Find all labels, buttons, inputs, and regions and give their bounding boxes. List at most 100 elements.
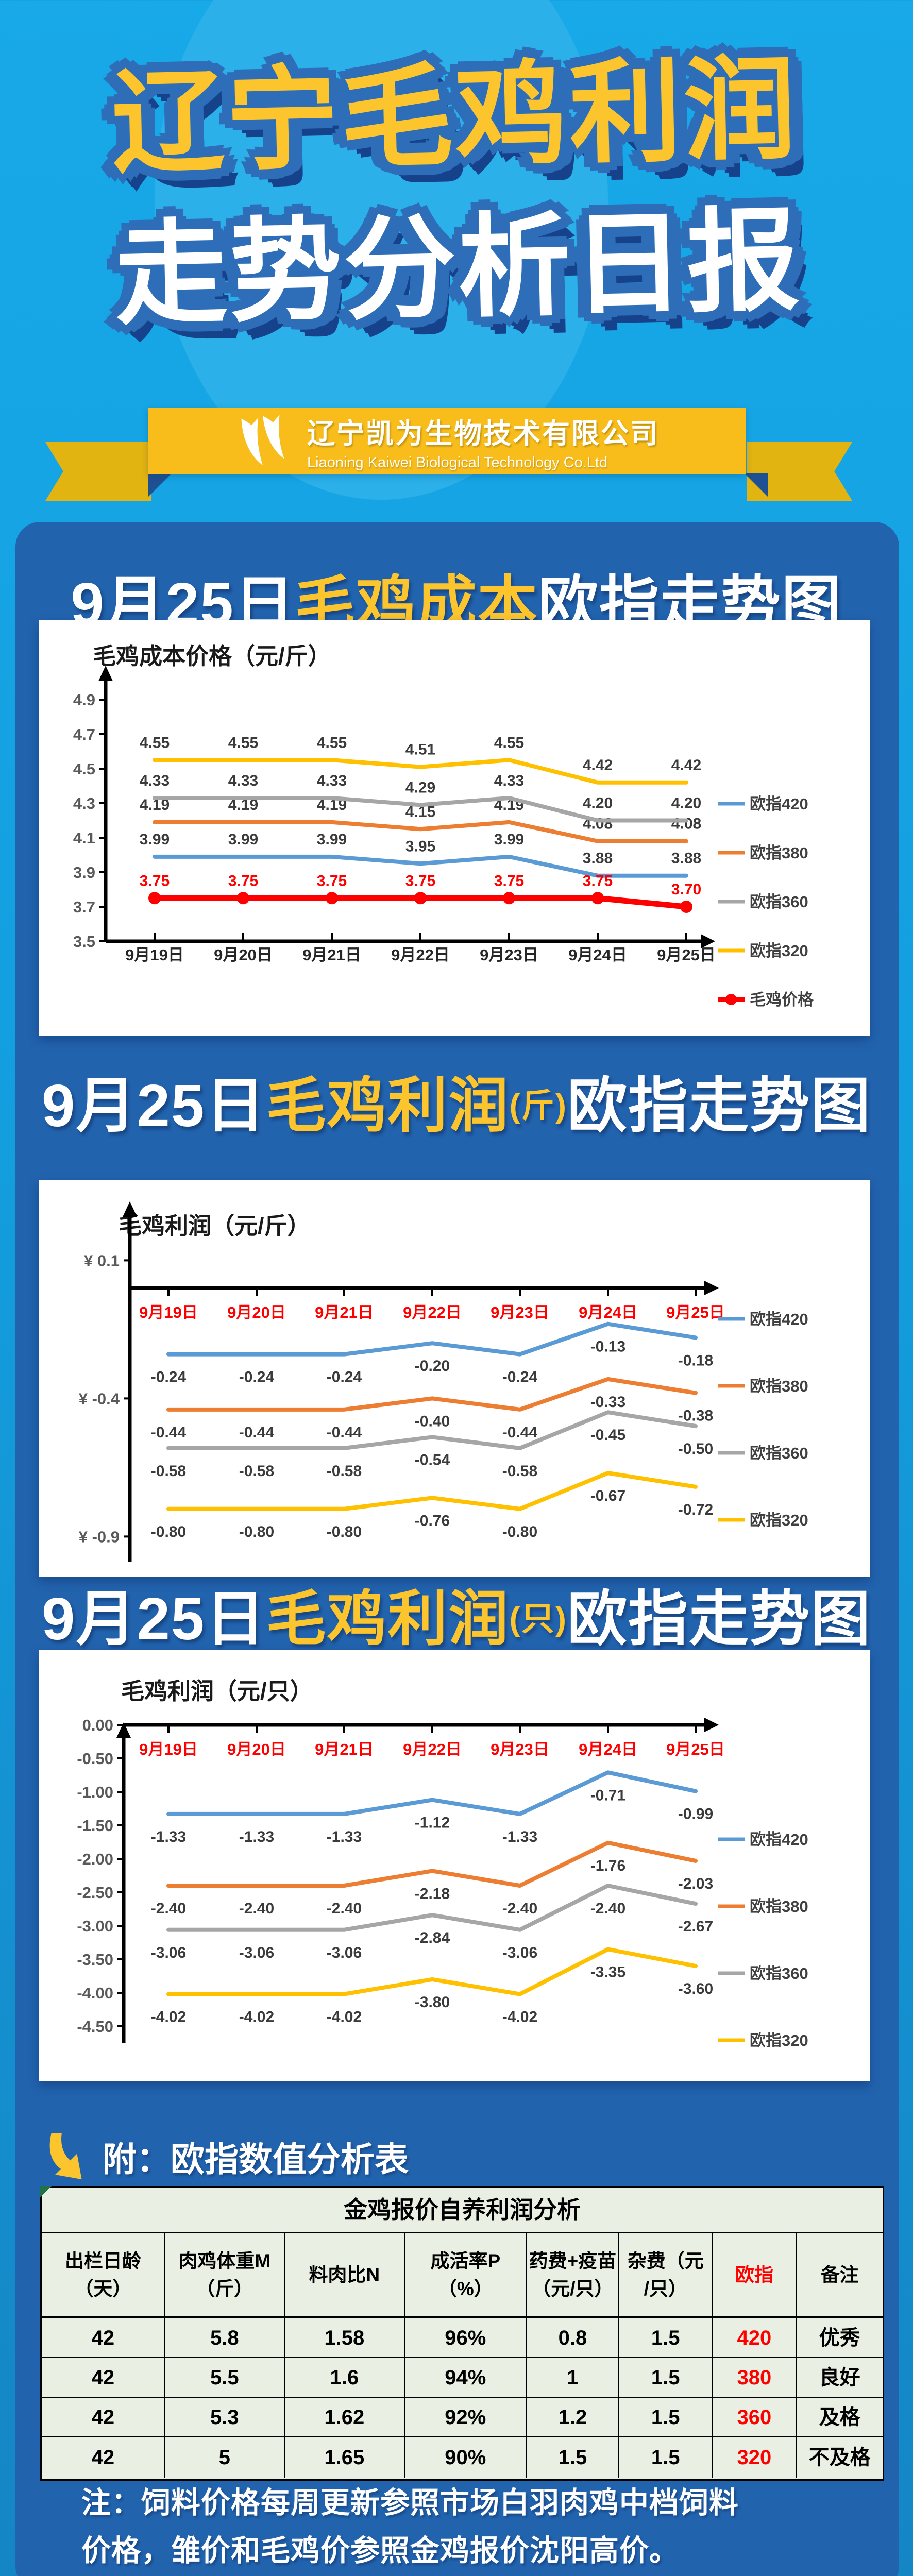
svg-text:4.55: 4.55 [228,734,258,751]
svg-text:毛鸡利润（元/只）: 毛鸡利润（元/只） [121,1678,313,1704]
footnote-line1: 注：饲料价格每周更新参照市场白羽肉鸡中档饲料 [81,2486,739,2519]
table-cell-remark: 不及格 [808,2446,871,2469]
svg-text:-4.00: -4.00 [77,1984,113,2002]
svg-text:-1.33: -1.33 [151,1828,186,1845]
svg-text:-0.38: -0.38 [678,1408,713,1425]
svg-text:3.88: 3.88 [583,850,613,867]
svg-text:4.7: 4.7 [73,725,95,743]
svg-text:-3.06: -3.06 [151,1944,186,1961]
svg-text:-0.76: -0.76 [415,1512,450,1529]
col-header-fcr: 料肉比N [284,2233,405,2318]
svg-text:-2.18: -2.18 [415,1885,450,1902]
table-cell: 1.5 [619,2358,713,2398]
table-cell: 5.8 [165,2318,285,2358]
profit-analysis-table: 金鸡报价自养利润分析 出栏日龄 （天） 肉鸡体重M （斤） 料肉比N 成活率P … [40,2186,884,2481]
svg-text:9月22日: 9月22日 [403,1740,462,1758]
svg-text:欧指320: 欧指320 [750,942,808,960]
svg-text:9月25日: 9月25日 [657,946,716,964]
svg-text:-0.24: -0.24 [151,1369,187,1386]
svg-text:3.99: 3.99 [228,831,258,848]
svg-text:-1.33: -1.33 [327,1828,362,1845]
svg-text:-0.58: -0.58 [151,1463,186,1480]
svg-text:9月21日: 9月21日 [315,1303,374,1321]
section-title-profit-jin: 9月25日毛鸡利润(斤)欧指走势图 [21,1057,892,1144]
table-cell: 90% [405,2437,527,2478]
svg-text:-2.40: -2.40 [151,1900,186,1917]
section2-suffix: 欧指走势图 [567,1072,872,1139]
svg-text:-0.58: -0.58 [327,1463,362,1480]
svg-text:-0.80: -0.80 [239,1523,274,1540]
svg-text:-0.24: -0.24 [239,1369,275,1386]
svg-text:-0.80: -0.80 [327,1523,362,1540]
svg-text:欧指420: 欧指420 [750,1310,808,1328]
svg-text:3.99: 3.99 [140,831,170,848]
svg-text:-0.18: -0.18 [678,1352,713,1369]
section3-unit: (只) [509,1600,568,1637]
svg-text:9月21日: 9月21日 [302,946,361,964]
section2-highlight: 毛鸡利润 [266,1072,510,1139]
svg-text:-3.06: -3.06 [327,1944,362,1961]
svg-text:-0.54: -0.54 [415,1451,450,1468]
svg-text:-0.44: -0.44 [502,1424,538,1441]
svg-text:-0.20: -0.20 [415,1358,450,1375]
svg-text:欧指420: 欧指420 [750,795,808,813]
svg-text:-0.58: -0.58 [239,1463,274,1480]
ribbon-band: 辽宁凯为生物技术有限公司 Liaoning Kaiwei Biological … [148,408,746,474]
table-cell-euro-index: 420 [713,2318,797,2358]
bent-arrow-icon [49,2133,82,2180]
col-header-remark: 备注 [797,2233,883,2318]
table-cell-euro-index: 320 [713,2437,797,2478]
svg-text:4.33: 4.33 [140,772,170,789]
table-cell: 42 [42,2318,165,2358]
svg-text:-0.80: -0.80 [502,1523,537,1540]
table-cell-remark: 优秀 [797,2318,883,2358]
table-cell: 5.5 [165,2358,285,2398]
svg-text:-0.45: -0.45 [590,1427,625,1444]
ribbon-fold-right [745,473,768,497]
svg-text:9月24日: 9月24日 [568,946,627,964]
section3-highlight: 毛鸡利润 [266,1585,510,1652]
svg-text:0.00: 0.00 [82,1716,113,1734]
svg-text:9月23日: 9月23日 [491,1303,549,1321]
svg-text:3.7: 3.7 [73,898,95,916]
svg-text:4.33: 4.33 [494,772,524,789]
svg-text:欧指320: 欧指320 [750,1511,808,1529]
svg-text:¥ -0.4: ¥ -0.4 [79,1389,120,1408]
svg-text:-0.99: -0.99 [678,1806,713,1823]
table-cell: 42 [42,2398,165,2437]
col-header-medicine: 药费+疫苗 （元/只） [527,2233,620,2318]
svg-text:欧指360: 欧指360 [750,893,808,911]
svg-text:-3.50: -3.50 [77,1951,113,1969]
table-title: 金鸡报价自养利润分析 [42,2188,883,2233]
company-name-cn: 辽宁凯为生物技术有限公司 [307,418,660,449]
svg-text:-4.02: -4.02 [502,2009,537,2026]
svg-text:3.99: 3.99 [317,831,347,848]
table-cell-remark: 良好 [797,2358,883,2398]
table-corner-marker [40,2186,52,2197]
table-cell: 5.3 [165,2398,285,2437]
svg-text:-0.80: -0.80 [151,1523,186,1540]
svg-text:-0.72: -0.72 [678,1501,713,1518]
table-cell: 1.6 [284,2358,405,2398]
table-cell: 1 [527,2358,620,2398]
footnote-line2: 价格，雏价和毛鸡价参照金鸡报价沈阳高价。 [81,2534,679,2567]
svg-text:-0.24: -0.24 [327,1369,362,1386]
svg-text:4.42: 4.42 [583,757,613,774]
svg-text:9月19日: 9月19日 [139,1303,198,1321]
col-header-weight: 肉鸡体重M （斤） [165,2233,285,2318]
col-header-survival: 成活率P （%） [405,2233,527,2318]
svg-text:9月25日: 9月25日 [666,1303,725,1321]
col-header-age: 出栏日龄 （天） [42,2233,165,2318]
svg-text:毛鸡成本价格（元/斤）: 毛鸡成本价格（元/斤） [93,643,331,669]
footnote: 注：饲料价格每周更新参照市场白羽肉鸡中档饲料 价格，雏价和毛鸡价参照金鸡报价沈阳… [81,2479,865,2575]
table-cell: 94% [405,2358,527,2398]
svg-text:-2.84: -2.84 [415,1929,450,1946]
svg-text:-2.67: -2.67 [678,1918,713,1935]
svg-text:9月21日: 9月21日 [315,1740,374,1758]
svg-text:4.55: 4.55 [317,734,347,751]
table-cell-remark: 及格 [797,2398,883,2437]
svg-text:-0.44: -0.44 [239,1424,275,1441]
table-cell: 1.5 [619,2318,713,2358]
svg-text:-0.13: -0.13 [590,1338,625,1355]
